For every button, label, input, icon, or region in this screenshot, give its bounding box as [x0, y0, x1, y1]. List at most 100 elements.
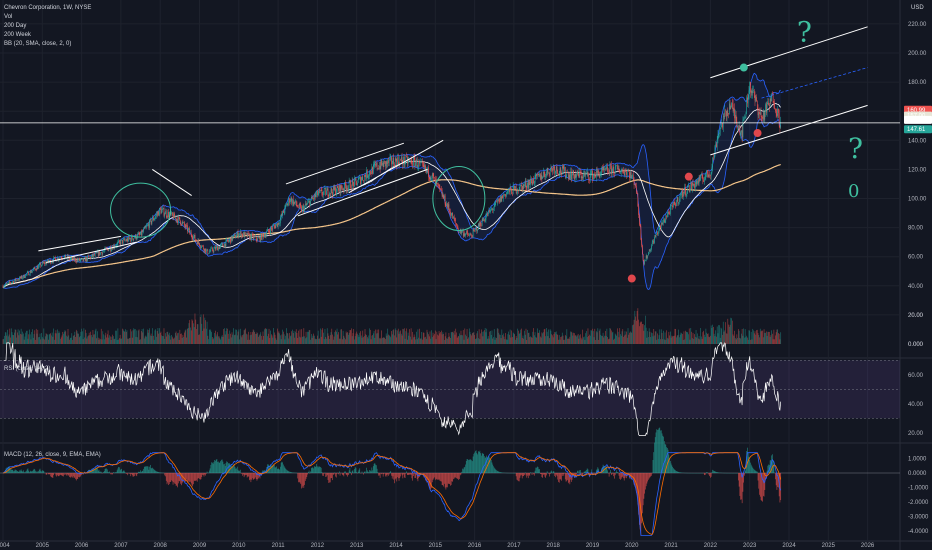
- price-pane[interactable]: ??0: [0, 15, 900, 290]
- rsi-tick-label: 60.00: [908, 373, 924, 379]
- candle-body: [298, 207, 299, 208]
- macd-histogram-bar: [373, 463, 375, 473]
- legend-volume[interactable]: Vol: [4, 14, 13, 20]
- macd-line: [2, 452, 782, 536]
- candle-body: [773, 102, 775, 104]
- candle-body: [426, 168, 428, 172]
- candle-body: [693, 184, 695, 186]
- macd-histogram-bar: [348, 473, 349, 476]
- macd-histogram-bar: [392, 473, 394, 477]
- volume-bar: [388, 335, 390, 344]
- volume-bar: [673, 335, 675, 344]
- candle-body: [268, 231, 270, 232]
- volume-bar: [726, 333, 728, 344]
- candle-body: [189, 228, 190, 233]
- rsi-label[interactable]: RSI (close, 14, 2): [4, 366, 51, 372]
- legend-200-week[interactable]: 200 Week: [4, 32, 31, 38]
- candle-body: [287, 202, 289, 206]
- macd-histogram-bar: [450, 473, 451, 486]
- volume-bar: [538, 332, 540, 344]
- macd-histogram-bar: [673, 469, 675, 473]
- candle-body: [599, 174, 601, 178]
- candle-body: [733, 108, 735, 111]
- volume-bar: [280, 335, 281, 344]
- macd-histogram-bar: [666, 447, 668, 473]
- macd-histogram-bar: [131, 473, 132, 475]
- volume-bar: [534, 332, 536, 344]
- candle-body: [476, 227, 478, 232]
- candle-body: [321, 190, 323, 195]
- volume-bar: [44, 339, 45, 344]
- macd-histogram-bar: [465, 460, 467, 473]
- volume-bar: [665, 339, 667, 344]
- trend-line: [152, 168, 192, 197]
- volume-bar: [676, 337, 677, 344]
- volume-bar: [755, 334, 757, 344]
- volume-bar: [63, 333, 64, 344]
- volume-bar: [390, 337, 392, 344]
- macd-histogram-bar: [405, 473, 407, 474]
- macd-histogram-bar: [541, 473, 543, 478]
- macd-histogram-bar: [586, 469, 587, 473]
- candle-body: [241, 234, 243, 238]
- volume-bar: [489, 331, 491, 344]
- candle-body: [778, 112, 780, 126]
- legend-title[interactable]: Chevron Corporation, 1W, NYSE: [4, 5, 92, 11]
- volume-bar: [508, 331, 509, 344]
- macd-histogram-bar: [642, 473, 643, 514]
- candle-body: [480, 222, 481, 226]
- macd-histogram-bar: [379, 473, 380, 476]
- volume-bar: [298, 336, 300, 344]
- candle-body: [171, 212, 173, 216]
- macd-histogram-bar: [536, 466, 538, 473]
- candle-body: [177, 219, 178, 223]
- candle-body: [754, 95, 756, 101]
- volume-bar: [741, 333, 742, 344]
- macd-histogram-bar: [595, 470, 597, 473]
- macd-histogram-bar: [148, 469, 150, 473]
- volume-bar: [249, 335, 251, 344]
- macd-label[interactable]: MACD (12, 26, close, 9, EMA, EMA): [4, 452, 101, 458]
- macd-histogram-bar: [232, 465, 234, 473]
- macd-histogram-bar: [312, 467, 314, 473]
- volume-bar: [17, 332, 18, 344]
- macd-histogram-bar: [605, 466, 607, 473]
- candle-body: [683, 191, 685, 193]
- legend-200-day[interactable]: 200 Day: [4, 23, 27, 29]
- candle-body: [51, 262, 52, 264]
- candle-body: [511, 189, 512, 194]
- macd-histogram-bar: [706, 472, 707, 473]
- candle-body: [410, 159, 411, 161]
- volume-bar: [82, 331, 83, 344]
- candle-body: [491, 208, 493, 210]
- volume-bar: [568, 338, 570, 344]
- volume-bar: [628, 334, 630, 344]
- volume-bar: [705, 328, 707, 344]
- volume-bar: [550, 330, 552, 344]
- macd-histogram-bar: [414, 473, 416, 478]
- volume-bar: [268, 328, 270, 344]
- candle-body: [587, 171, 589, 174]
- volume-bar: [116, 330, 117, 344]
- volume-bar: [453, 330, 455, 344]
- macd-histogram-bar: [19, 470, 20, 473]
- macd-histogram-bar: [17, 471, 19, 473]
- volume-bar: [180, 333, 181, 344]
- macd-histogram-bar: [569, 473, 571, 485]
- candle-body: [726, 110, 728, 117]
- macd-histogram-bar: [18, 471, 20, 473]
- volume-bar: [651, 333, 653, 344]
- macd-histogram-bar: [777, 473, 779, 488]
- volume-bar: [307, 331, 308, 344]
- candle-body: [210, 248, 212, 251]
- volume-bar: [388, 334, 389, 344]
- legend-bollinger[interactable]: BB (20, SMA, close, 2, 0): [4, 41, 72, 47]
- volume-bar: [629, 332, 630, 344]
- macd-histogram-bar: [744, 473, 745, 476]
- currency-label[interactable]: USD: [911, 5, 924, 11]
- candle-body: [543, 171, 544, 178]
- macd-histogram-bar: [490, 459, 492, 473]
- volume-bar: [266, 328, 268, 344]
- macd-histogram-bar: [42, 470, 44, 473]
